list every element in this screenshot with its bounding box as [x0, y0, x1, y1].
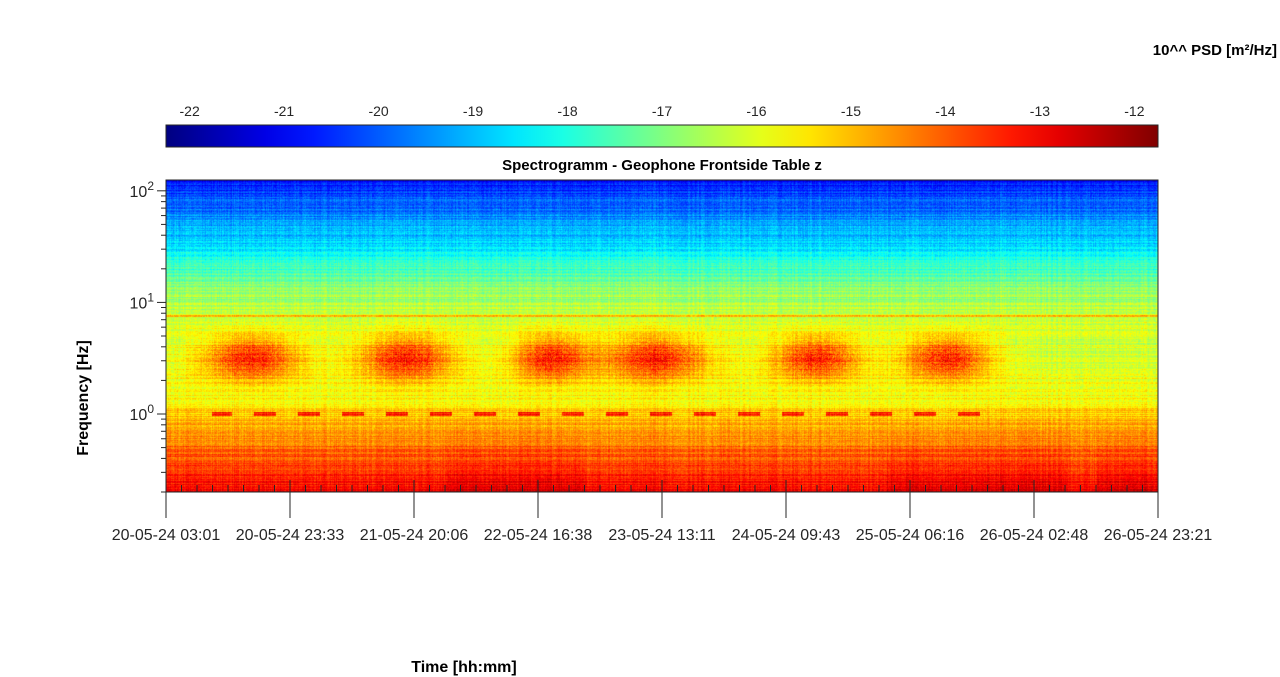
x-tick-label: 20-05-24 03:01: [112, 527, 221, 544]
x-tick-label: 22-05-24 16:38: [484, 527, 593, 544]
y-axis: 102 101 100: [130, 179, 166, 493]
y-axis-label: Frequency [Hz]: [75, 340, 92, 456]
y-tick-label: 101: [130, 290, 155, 312]
colorbar-tick-label: -13: [1030, 103, 1050, 119]
colorbar: [165, 124, 1159, 148]
colorbar-tick-label: -21: [274, 103, 294, 119]
colorbar-tick-label: -14: [935, 103, 955, 119]
x-tick-label: 20-05-24 23:33: [236, 527, 345, 544]
colorbar-tick-label: -15: [841, 103, 861, 119]
x-tick-label: 23-05-24 13:11: [608, 527, 715, 544]
colorbar-tick-label: -12: [1124, 103, 1144, 119]
x-tick-label: 26-05-24 02:48: [980, 527, 1089, 544]
y-tick-label: 100: [130, 402, 155, 424]
x-tick-label: 21-05-24 20:06: [360, 527, 469, 544]
colorbar-tick-label: -18: [557, 103, 577, 119]
x-axis-label: Time [hh:mm]: [411, 659, 516, 676]
colorbar-label: 10^^ PSD [m²/Hz]: [1153, 42, 1277, 59]
x-axis: 20-05-24 03:01 20-05-24 23:33 21-05-24 20:…: [112, 480, 1213, 544]
spectrogram-image: [166, 180, 1158, 492]
colorbar-tick-label: -22: [180, 103, 200, 119]
colorbar-ticks: -22 -21 -20 -19 -18 -17 -16 -15 -14 -13 -12: [180, 103, 1145, 131]
colorbar-tick-label: -20: [368, 103, 388, 119]
x-tick-label: 26-05-24 23:21: [1104, 527, 1213, 544]
chart-title: Spectrogramm - Geophone Frontside Table …: [502, 157, 822, 174]
colorbar-tick-label: -19: [463, 103, 483, 119]
colorbar-tick-label: -16: [746, 103, 766, 119]
y-tick-label: 102: [130, 179, 155, 201]
colorbar-tick-label: -17: [652, 103, 672, 119]
x-tick-label: 24-05-24 09:43: [732, 527, 841, 544]
x-tick-label: 25-05-24 06:16: [856, 527, 965, 544]
